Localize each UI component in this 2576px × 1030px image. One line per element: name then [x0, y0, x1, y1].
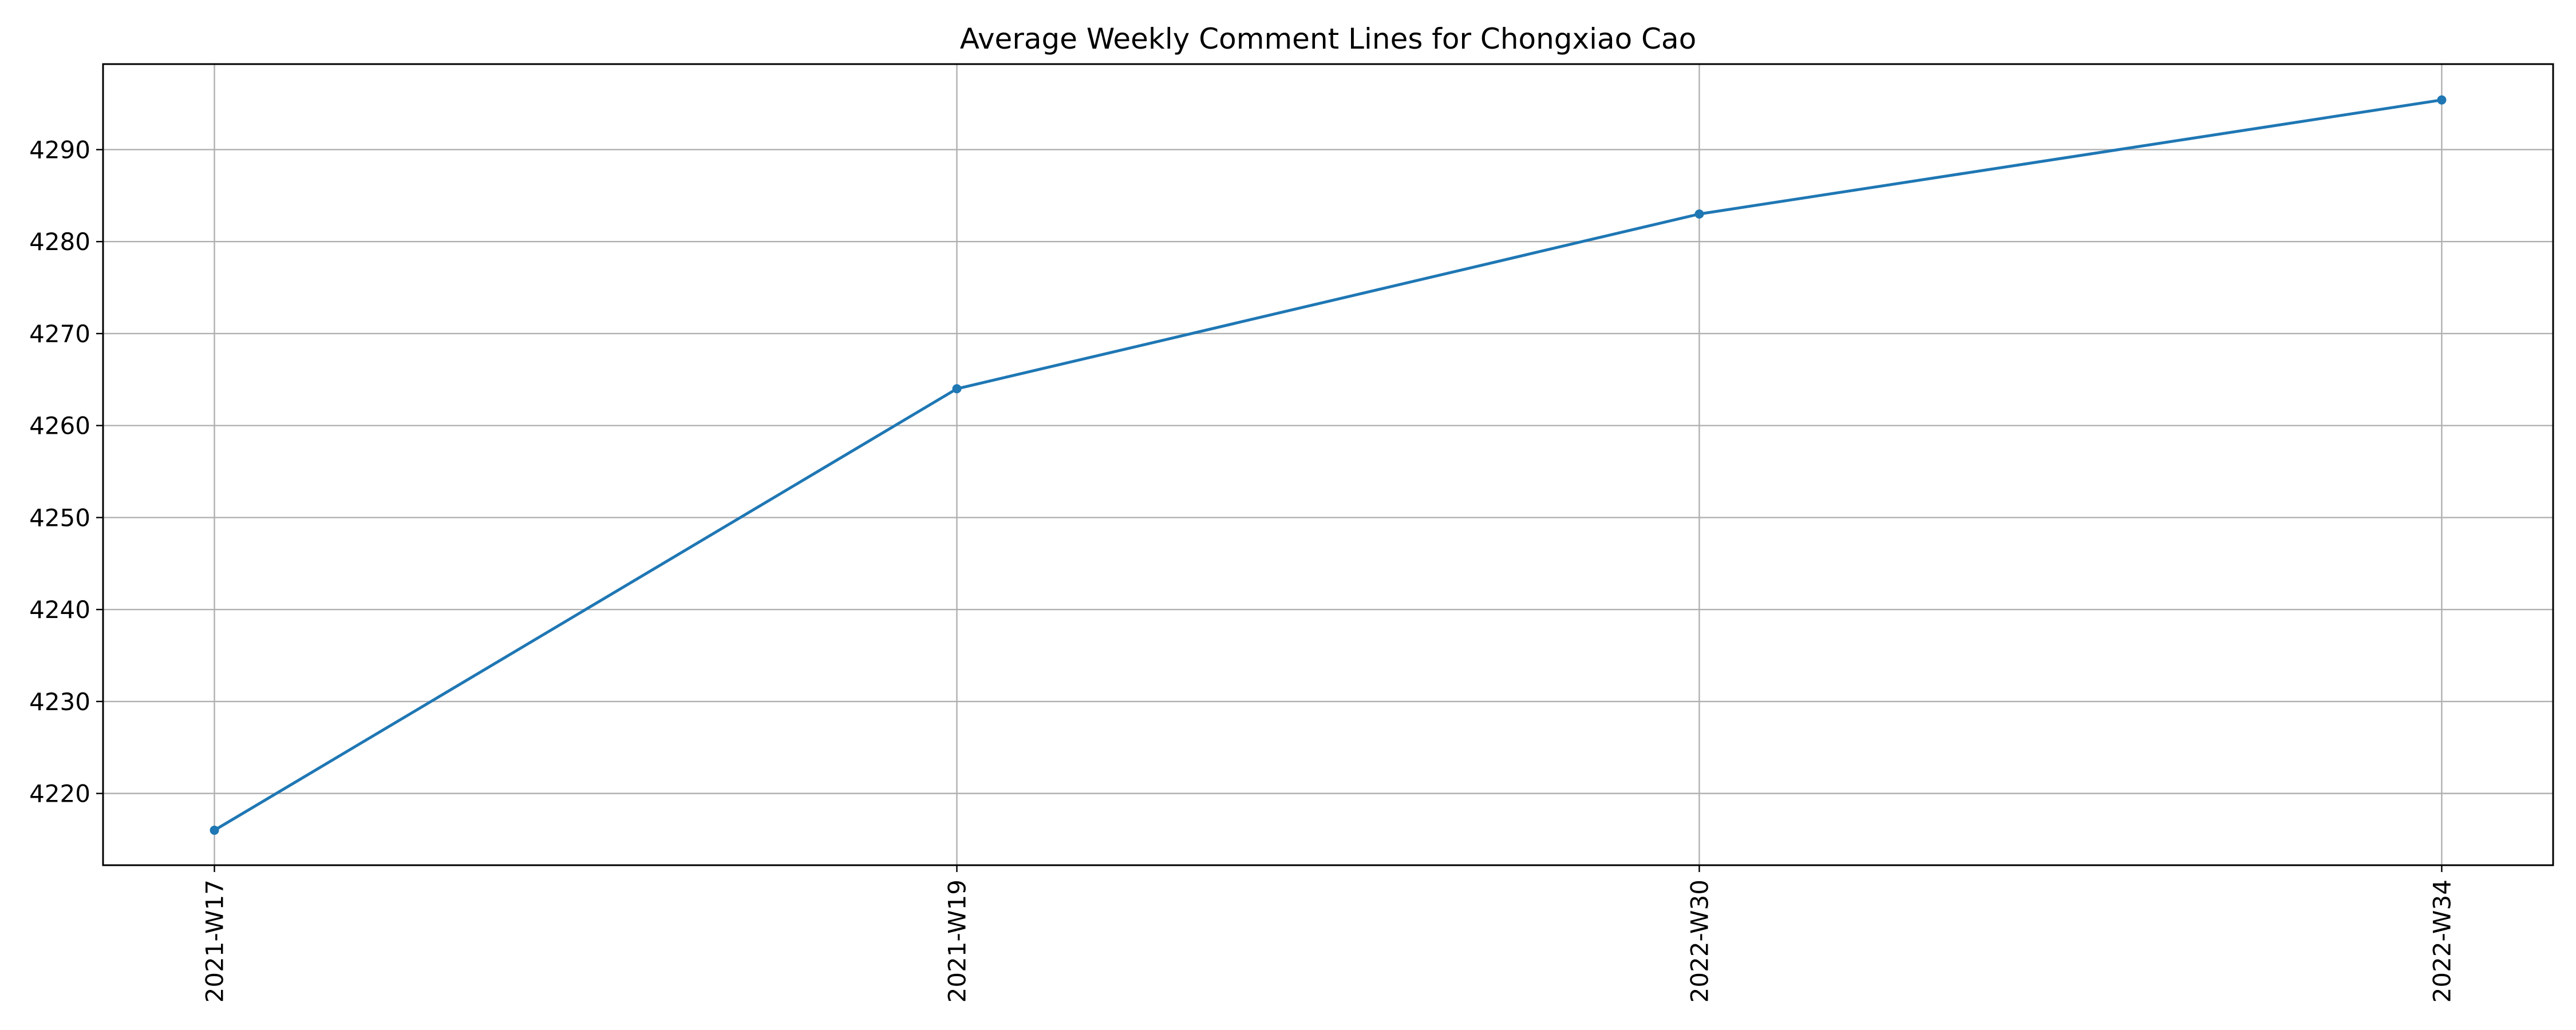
y-tick-label: 4270 [29, 320, 90, 348]
series-line [214, 98, 2442, 832]
data-point [210, 825, 219, 835]
x-tick-label: 2021-W19 [943, 880, 971, 1003]
plot-area-frame [102, 63, 2554, 866]
series-group [210, 95, 2447, 835]
data-point [2437, 95, 2447, 105]
y-tick-label: 4240 [29, 596, 90, 624]
y-axis: 4220 4230 4240 4250 4260 4270 4280 4290 [29, 136, 103, 808]
y-tick-label: 4290 [29, 136, 90, 164]
grid-lines [103, 64, 2553, 865]
x-tick-label: 2022-W30 [1685, 880, 1713, 1003]
data-point [1694, 209, 1704, 219]
y-tick-label: 4250 [29, 504, 90, 532]
y-tick-label: 4230 [29, 688, 90, 716]
y-tick-label: 4220 [29, 780, 90, 808]
x-axis: 2021-W17 2021-W19 2022-W30 2022-W34 [201, 865, 2456, 1003]
x-tick-label: 2021-W17 [201, 880, 229, 1003]
chart-title: Average Weekly Comment Lines for Chongxi… [960, 22, 1697, 56]
x-tick-label: 2022-W34 [2428, 880, 2456, 1003]
y-tick-label: 4260 [29, 412, 90, 440]
y-tick-label: 4280 [29, 228, 90, 256]
data-point [952, 384, 962, 394]
